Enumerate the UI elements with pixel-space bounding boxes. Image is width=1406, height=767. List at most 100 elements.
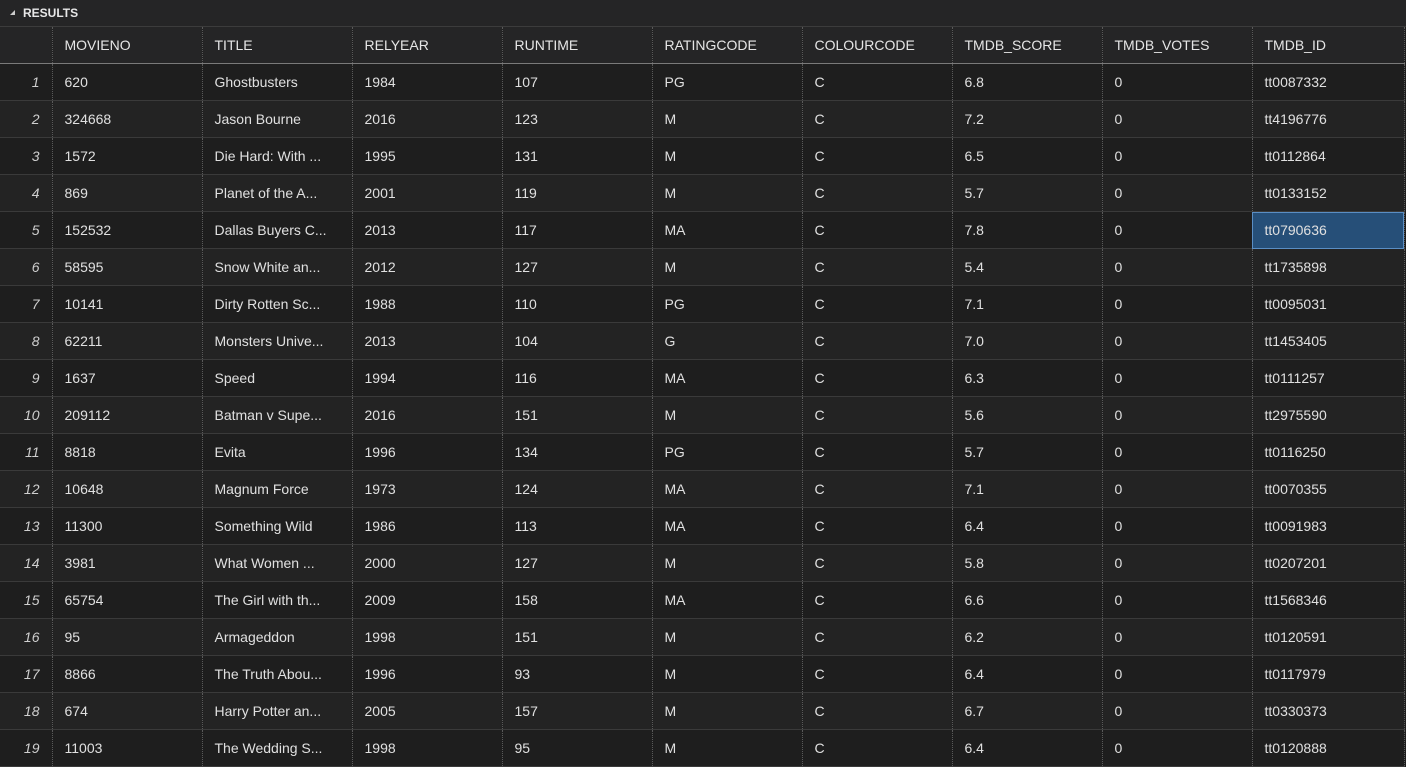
cell-relyear[interactable]: 1996 <box>352 655 503 693</box>
cell-tmdb_votes[interactable]: 0 <box>1102 285 1253 323</box>
row-number[interactable]: 14 <box>0 544 53 582</box>
cell-tmdb_votes[interactable]: 0 <box>1102 137 1253 175</box>
cell-runtime[interactable]: 116 <box>502 359 653 397</box>
results-panel-header[interactable]: RESULTS <box>0 0 1406 27</box>
cell-tmdb_score[interactable]: 7.1 <box>952 470 1103 508</box>
cell-colourcode[interactable]: C <box>802 655 953 693</box>
cell-title[interactable]: The Truth Abou... <box>202 655 353 693</box>
cell-colourcode[interactable]: C <box>802 211 953 249</box>
cell-movieno[interactable]: 324668 <box>52 100 203 138</box>
cell-tmdb_votes[interactable]: 0 <box>1102 433 1253 471</box>
cell-title[interactable]: Dirty Rotten Sc... <box>202 285 353 323</box>
row-number[interactable]: 8 <box>0 322 53 360</box>
cell-title[interactable]: The Wedding S... <box>202 729 353 767</box>
cell-movieno[interactable]: 8818 <box>52 433 203 471</box>
cell-movieno[interactable]: 65754 <box>52 581 203 619</box>
cell-tmdb_votes[interactable]: 0 <box>1102 507 1253 545</box>
cell-ratingcode[interactable]: M <box>652 655 803 693</box>
cell-tmdb_score[interactable]: 7.0 <box>952 322 1103 360</box>
row-number[interactable]: 13 <box>0 507 53 545</box>
cell-runtime[interactable]: 107 <box>502 63 653 101</box>
cell-ratingcode[interactable]: MA <box>652 211 803 249</box>
row-number[interactable]: 12 <box>0 470 53 508</box>
cell-tmdb_id[interactable]: tt1453405 <box>1252 322 1405 360</box>
cell-tmdb_votes[interactable]: 0 <box>1102 100 1253 138</box>
cell-relyear[interactable]: 2009 <box>352 581 503 619</box>
cell-runtime[interactable]: 134 <box>502 433 653 471</box>
cell-ratingcode[interactable]: PG <box>652 433 803 471</box>
cell-colourcode[interactable]: C <box>802 544 953 582</box>
row-number[interactable]: 19 <box>0 729 53 767</box>
cell-relyear[interactable]: 2013 <box>352 211 503 249</box>
cell-movieno[interactable]: 10141 <box>52 285 203 323</box>
cell-runtime[interactable]: 131 <box>502 137 653 175</box>
cell-tmdb_score[interactable]: 7.8 <box>952 211 1103 249</box>
cell-colourcode[interactable]: C <box>802 396 953 434</box>
cell-tmdb_score[interactable]: 6.2 <box>952 618 1103 656</box>
cell-tmdb_score[interactable]: 6.5 <box>952 137 1103 175</box>
row-number[interactable]: 11 <box>0 433 53 471</box>
cell-tmdb_score[interactable]: 7.1 <box>952 285 1103 323</box>
cell-tmdb_score[interactable]: 6.4 <box>952 507 1103 545</box>
cell-title[interactable]: Batman v Supe... <box>202 396 353 434</box>
cell-colourcode[interactable]: C <box>802 100 953 138</box>
cell-movieno[interactable]: 3981 <box>52 544 203 582</box>
cell-colourcode[interactable]: C <box>802 63 953 101</box>
cell-movieno[interactable]: 152532 <box>52 211 203 249</box>
cell-tmdb_score[interactable]: 5.8 <box>952 544 1103 582</box>
cell-ratingcode[interactable]: MA <box>652 507 803 545</box>
cell-tmdb_votes[interactable]: 0 <box>1102 63 1253 101</box>
cell-relyear[interactable]: 1994 <box>352 359 503 397</box>
cell-title[interactable]: What Women ... <box>202 544 353 582</box>
cell-tmdb_id[interactable]: tt0095031 <box>1252 285 1405 323</box>
cell-colourcode[interactable]: C <box>802 581 953 619</box>
cell-relyear[interactable]: 1986 <box>352 507 503 545</box>
column-header-tmdb_id[interactable]: TMDB_ID <box>1252 27 1405 64</box>
cell-runtime[interactable]: 124 <box>502 470 653 508</box>
cell-tmdb_id[interactable]: tt0070355 <box>1252 470 1405 508</box>
column-header-tmdb_score[interactable]: TMDB_SCORE <box>952 27 1103 64</box>
row-number[interactable]: 10 <box>0 396 53 434</box>
cell-movieno[interactable]: 620 <box>52 63 203 101</box>
cell-title[interactable]: Ghostbusters <box>202 63 353 101</box>
cell-tmdb_votes[interactable]: 0 <box>1102 211 1253 249</box>
cell-runtime[interactable]: 113 <box>502 507 653 545</box>
cell-title[interactable]: Magnum Force <box>202 470 353 508</box>
column-header-tmdb_votes[interactable]: TMDB_VOTES <box>1102 27 1253 64</box>
row-number[interactable]: 7 <box>0 285 53 323</box>
row-number[interactable]: 6 <box>0 248 53 286</box>
cell-colourcode[interactable]: C <box>802 729 953 767</box>
cell-relyear[interactable]: 2005 <box>352 692 503 730</box>
cell-runtime[interactable]: 151 <box>502 396 653 434</box>
cell-tmdb_score[interactable]: 5.4 <box>952 248 1103 286</box>
cell-runtime[interactable]: 119 <box>502 174 653 212</box>
cell-tmdb_id[interactable]: tt0087332 <box>1252 63 1405 101</box>
cell-movieno[interactable]: 11003 <box>52 729 203 767</box>
cell-relyear[interactable]: 1984 <box>352 63 503 101</box>
column-header-movieno[interactable]: MOVIENO <box>52 27 203 64</box>
cell-tmdb_id[interactable]: tt0133152 <box>1252 174 1405 212</box>
cell-tmdb_votes[interactable]: 0 <box>1102 544 1253 582</box>
row-number[interactable]: 4 <box>0 174 53 212</box>
cell-ratingcode[interactable]: PG <box>652 285 803 323</box>
cell-ratingcode[interactable]: M <box>652 100 803 138</box>
cell-tmdb_votes[interactable]: 0 <box>1102 248 1253 286</box>
row-number[interactable]: 15 <box>0 581 53 619</box>
cell-tmdb_votes[interactable]: 0 <box>1102 581 1253 619</box>
cell-ratingcode[interactable]: G <box>652 322 803 360</box>
cell-ratingcode[interactable]: M <box>652 729 803 767</box>
cell-movieno[interactable]: 10648 <box>52 470 203 508</box>
cell-relyear[interactable]: 2016 <box>352 396 503 434</box>
row-number[interactable]: 17 <box>0 655 53 693</box>
cell-movieno[interactable]: 869 <box>52 174 203 212</box>
cell-tmdb_votes[interactable]: 0 <box>1102 174 1253 212</box>
cell-ratingcode[interactable]: M <box>652 692 803 730</box>
cell-relyear[interactable]: 1973 <box>352 470 503 508</box>
row-number[interactable]: 2 <box>0 100 53 138</box>
cell-relyear[interactable]: 1998 <box>352 618 503 656</box>
cell-title[interactable]: Snow White an... <box>202 248 353 286</box>
cell-relyear[interactable]: 2001 <box>352 174 503 212</box>
cell-tmdb_votes[interactable]: 0 <box>1102 655 1253 693</box>
cell-tmdb_score[interactable]: 5.7 <box>952 174 1103 212</box>
cell-tmdb_id[interactable]: tt0091983 <box>1252 507 1405 545</box>
